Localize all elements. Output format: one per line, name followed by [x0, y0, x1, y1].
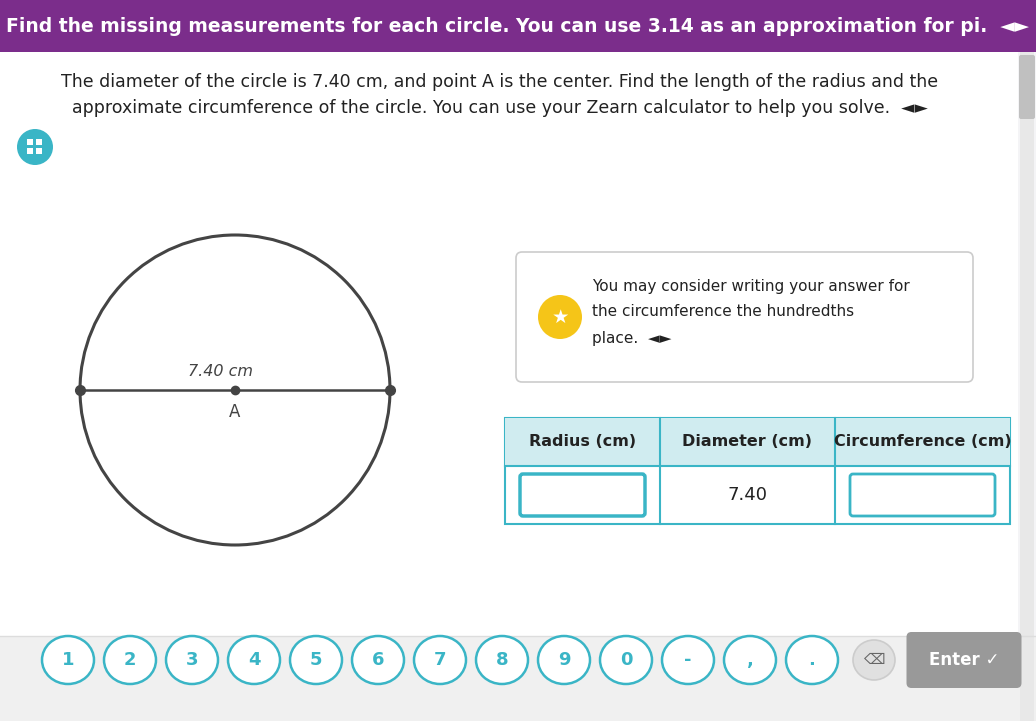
Text: 9: 9: [557, 651, 570, 669]
Text: Enter ✓: Enter ✓: [929, 651, 999, 669]
Text: Radius (cm): Radius (cm): [529, 435, 636, 449]
Text: 7.40 cm: 7.40 cm: [188, 365, 253, 379]
Ellipse shape: [104, 636, 156, 684]
Text: The diameter of the circle is 7.40 cm, and point A is the center. Find the lengt: The diameter of the circle is 7.40 cm, a…: [61, 73, 939, 91]
Ellipse shape: [290, 636, 342, 684]
Ellipse shape: [352, 636, 404, 684]
Text: ★: ★: [551, 307, 569, 327]
Ellipse shape: [662, 636, 714, 684]
FancyBboxPatch shape: [505, 418, 1010, 466]
Ellipse shape: [600, 636, 652, 684]
Text: 1: 1: [62, 651, 75, 669]
Text: -: -: [684, 651, 692, 669]
Text: 8: 8: [495, 651, 509, 669]
FancyBboxPatch shape: [1020, 52, 1034, 721]
Text: 6: 6: [372, 651, 384, 669]
Text: 3: 3: [185, 651, 198, 669]
Circle shape: [17, 129, 53, 165]
Ellipse shape: [786, 636, 838, 684]
Circle shape: [80, 235, 390, 545]
FancyBboxPatch shape: [516, 252, 973, 382]
FancyBboxPatch shape: [36, 148, 42, 154]
FancyBboxPatch shape: [850, 474, 995, 516]
Text: 5: 5: [310, 651, 322, 669]
Text: ⌫: ⌫: [863, 653, 885, 668]
Text: 4: 4: [248, 651, 260, 669]
FancyBboxPatch shape: [1019, 55, 1035, 119]
Text: Find the missing measurements for each circle. You can use 3.14 as an approximat: Find the missing measurements for each c…: [6, 17, 1030, 35]
Text: 7: 7: [434, 651, 447, 669]
FancyBboxPatch shape: [0, 636, 1036, 721]
FancyBboxPatch shape: [906, 632, 1021, 688]
Ellipse shape: [42, 636, 94, 684]
FancyBboxPatch shape: [36, 139, 42, 145]
Text: You may consider writing your answer for: You may consider writing your answer for: [592, 278, 910, 293]
Text: ,: ,: [747, 651, 753, 669]
Text: place.  ◄►: place. ◄►: [592, 330, 671, 345]
Ellipse shape: [724, 636, 776, 684]
FancyBboxPatch shape: [505, 418, 1010, 524]
FancyBboxPatch shape: [0, 52, 1018, 636]
Ellipse shape: [228, 636, 280, 684]
Text: approximate circumference of the circle. You can use your Zearn calculator to he: approximate circumference of the circle.…: [73, 99, 928, 117]
Text: .: .: [808, 651, 815, 669]
Text: 7.40: 7.40: [727, 486, 768, 504]
Ellipse shape: [853, 640, 895, 680]
Text: 0: 0: [620, 651, 632, 669]
FancyBboxPatch shape: [27, 148, 33, 154]
Text: Diameter (cm): Diameter (cm): [683, 435, 812, 449]
Text: 2: 2: [123, 651, 137, 669]
Ellipse shape: [538, 636, 589, 684]
Circle shape: [538, 295, 582, 339]
Ellipse shape: [476, 636, 528, 684]
Text: Circumference (cm): Circumference (cm): [834, 435, 1011, 449]
FancyBboxPatch shape: [27, 139, 33, 145]
Ellipse shape: [166, 636, 218, 684]
Ellipse shape: [414, 636, 466, 684]
Text: A: A: [229, 403, 240, 421]
Text: the circumference the hundredths: the circumference the hundredths: [592, 304, 854, 319]
FancyBboxPatch shape: [0, 0, 1036, 52]
FancyBboxPatch shape: [520, 474, 645, 516]
